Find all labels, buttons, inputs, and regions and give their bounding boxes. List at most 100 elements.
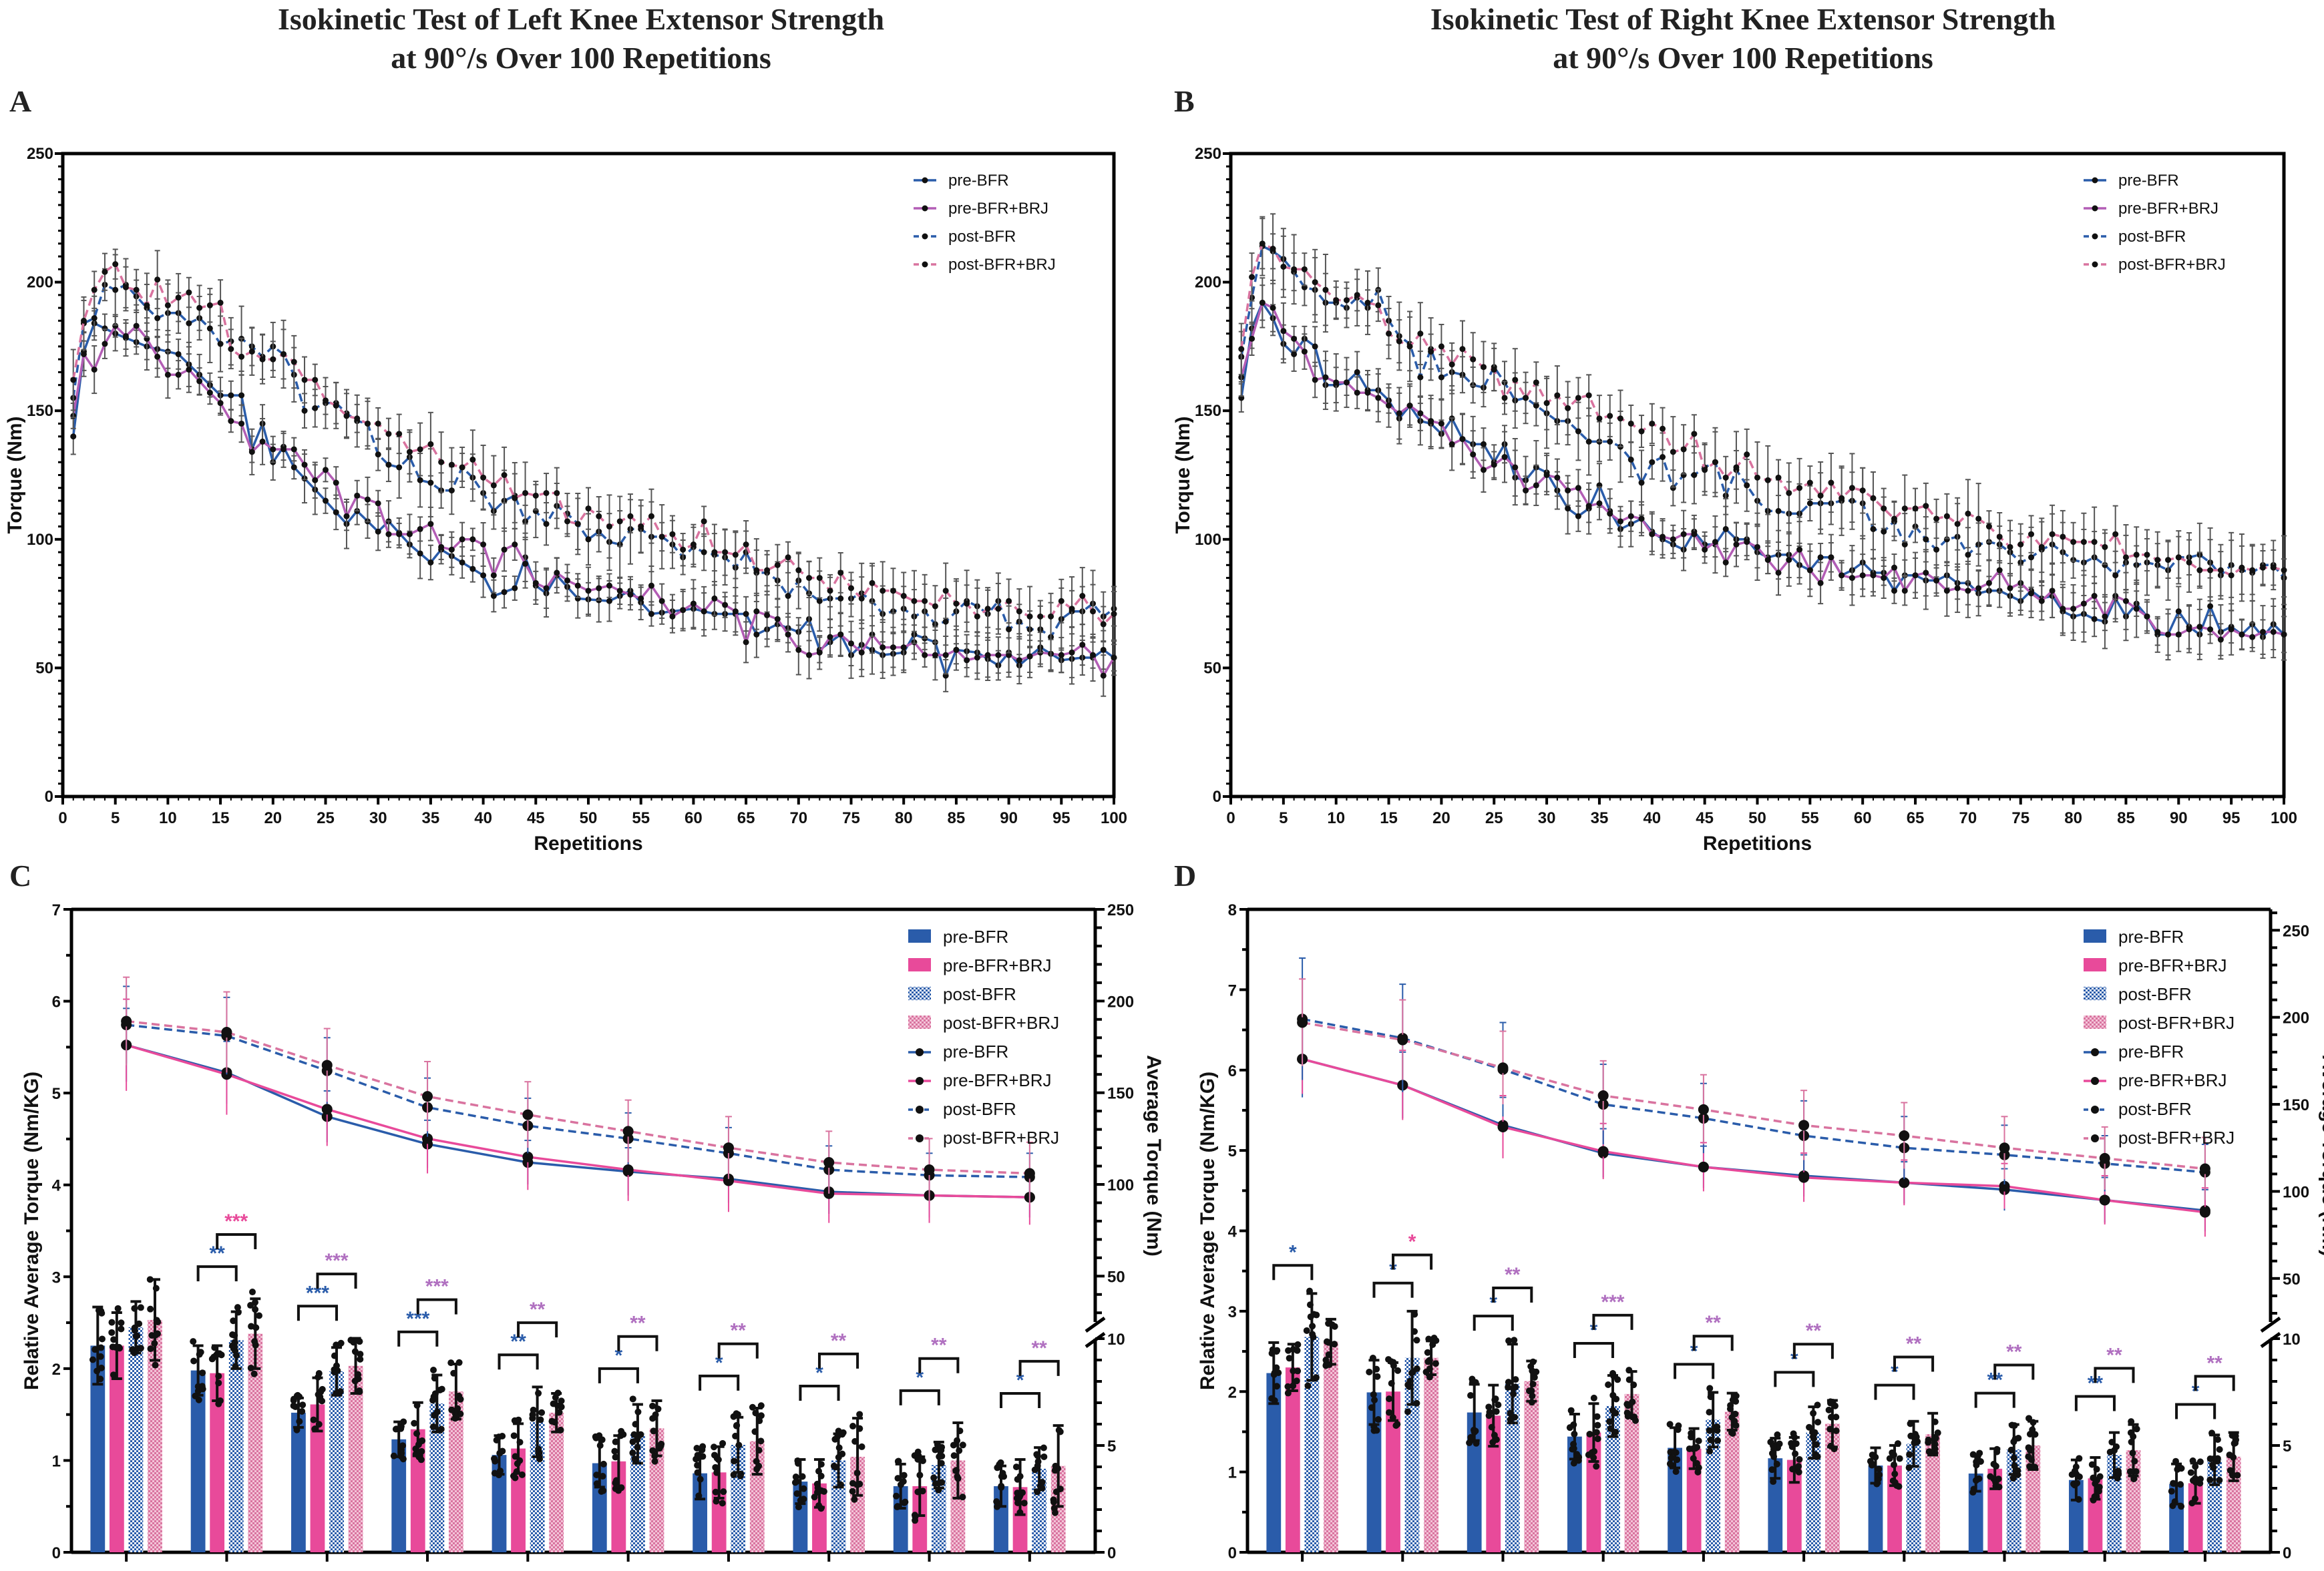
data-point [1796, 546, 1803, 553]
data-point [186, 367, 192, 373]
data-point [259, 438, 266, 445]
data-point [701, 608, 707, 615]
data-point [1859, 487, 1866, 494]
data-point [606, 598, 612, 604]
individual-point [215, 1400, 222, 1407]
data-point [2038, 598, 2045, 604]
bar [1285, 1367, 1300, 1552]
x-tick-label: 45 [527, 809, 545, 827]
data-point [480, 572, 487, 579]
data-point [806, 652, 813, 658]
data-point [2281, 567, 2287, 574]
y-left-axis-title: Relative Average Torque (Nm/KG) [21, 1072, 43, 1390]
data-point [616, 588, 623, 594]
significance-bracket: * [799, 1362, 840, 1401]
data-point [2196, 567, 2203, 574]
data-point [701, 518, 707, 525]
data-point [606, 523, 612, 530]
data-point [1565, 405, 1571, 411]
data-point [722, 602, 729, 608]
bar [310, 1404, 325, 1552]
data-point [1585, 392, 1592, 399]
individual-point [1392, 1422, 1400, 1429]
data-point [1722, 559, 1729, 566]
bracket-line [799, 1385, 840, 1401]
data-point [2217, 567, 2224, 574]
individual-point [1286, 1355, 1293, 1362]
data-point [217, 341, 224, 347]
individual-point [357, 1355, 364, 1363]
data-point [532, 492, 539, 499]
x-category-label: 1-10 reps [1267, 1569, 1337, 1571]
y-right-tick-label: 50 [1107, 1268, 1125, 1286]
individual-point [429, 1397, 437, 1404]
data-point [1301, 266, 1308, 272]
individual-point [1593, 1413, 1601, 1420]
data-point [669, 613, 676, 620]
data-point [1965, 510, 1971, 517]
data-point [848, 585, 854, 592]
data-point [2080, 539, 2087, 545]
individual-point [190, 1357, 198, 1365]
bar [1605, 1405, 1620, 1552]
y-left-tick-label: 1 [1228, 1464, 1237, 1482]
x-tick-label: 25 [1485, 809, 1503, 827]
individual-point [491, 1455, 498, 1462]
bar [1304, 1337, 1320, 1552]
data-point [574, 582, 581, 589]
x-tick-label: 90 [2170, 809, 2188, 827]
y-tick-label: 100 [1195, 531, 1221, 549]
data-point [248, 349, 255, 355]
data-point [1817, 580, 1824, 586]
data-point [1575, 395, 1581, 401]
data-point [596, 513, 602, 519]
data-point [1722, 474, 1729, 481]
significance-label: ** [630, 1313, 646, 1335]
individual-point [2095, 1488, 2102, 1495]
data-point [154, 353, 161, 360]
data-point [1660, 425, 1666, 432]
data-point [290, 464, 297, 471]
individual-point [1695, 1437, 1702, 1445]
data-point [1660, 533, 1666, 540]
bracket-line [598, 1367, 639, 1383]
data-point [2196, 624, 2203, 630]
legend-swatch-marker [2092, 233, 2098, 240]
individual-point [319, 1397, 326, 1405]
data-point [2070, 539, 2077, 545]
bar [148, 1319, 162, 1552]
bar [1505, 1383, 1520, 1552]
data-point [480, 541, 487, 548]
data-point [1607, 413, 1613, 419]
data-point [206, 325, 213, 332]
individual-point [800, 1485, 807, 1492]
data-point [753, 567, 760, 574]
data-point [774, 616, 781, 622]
significance-bracket: * [598, 1345, 639, 1383]
data-point [911, 598, 918, 604]
data-point [343, 513, 350, 519]
legend-swatch-bar [908, 987, 931, 1000]
individual-point [830, 1462, 837, 1470]
data-point [175, 294, 182, 301]
individual-point [317, 1388, 325, 1395]
data-point [648, 611, 654, 618]
data-point [1512, 377, 1519, 383]
data-point [1796, 485, 1803, 491]
individual-point [399, 1442, 407, 1449]
data-point [512, 541, 518, 548]
data-point [984, 606, 991, 612]
data-point [1923, 536, 1929, 543]
title-line-1: Isokinetic Test of Left Knee Extensor St… [277, 2, 885, 36]
data-point [1891, 564, 1898, 571]
x-tick-label: 50 [1748, 809, 1766, 827]
data-point [385, 531, 392, 537]
x-category-label: 71-80 reps [1965, 1569, 2044, 1571]
legend-item: post-BFR [2084, 228, 2186, 246]
data-point [417, 550, 423, 557]
y-right-tick-label: 250 [2283, 922, 2309, 940]
data-point [2028, 531, 2035, 537]
x-axis-title: Repetitions [534, 833, 642, 855]
bar [329, 1371, 344, 1552]
bar [1486, 1415, 1501, 1552]
